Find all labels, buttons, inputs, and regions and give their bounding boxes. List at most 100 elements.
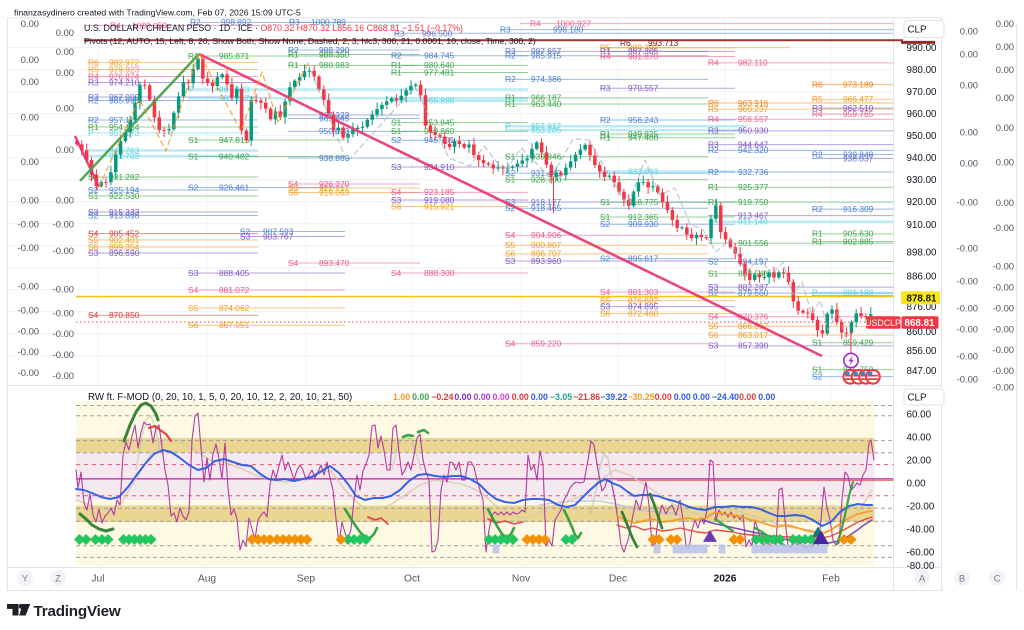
svg-text:942.320: 942.320 <box>738 145 769 155</box>
svg-text:923.185: 923.185 <box>424 187 455 197</box>
svg-text:928.700: 928.700 <box>531 175 562 185</box>
svg-text:899.354: 899.354 <box>109 242 140 252</box>
svg-text:982.972: 982.972 <box>109 57 140 67</box>
svg-text:0.00: 0.00 <box>21 195 39 206</box>
svg-text:S5: S5 <box>708 321 719 331</box>
svg-text:S1: S1 <box>188 151 199 161</box>
svg-text:S5: S5 <box>188 303 199 313</box>
svg-text:R2: R2 <box>600 115 611 125</box>
svg-text:R4: R4 <box>812 109 823 119</box>
svg-text:888.300: 888.300 <box>424 268 455 278</box>
svg-text:901.556: 901.556 <box>738 238 769 248</box>
svg-text:-0.00: -0.00 <box>957 324 978 335</box>
svg-text:−0.24: −0.24 <box>431 392 453 402</box>
svg-text:0.00: 0.00 <box>21 18 39 29</box>
svg-text:-0.00: -0.00 <box>53 308 74 319</box>
svg-text:R1: R1 <box>288 49 299 59</box>
svg-text:859.429: 859.429 <box>843 338 874 348</box>
svg-text:R2: R2 <box>708 145 719 155</box>
svg-text:870.376: 870.376 <box>738 312 769 322</box>
svg-text:872.460: 872.460 <box>628 308 659 318</box>
svg-text:918.465: 918.465 <box>531 203 562 213</box>
svg-text:-0.00: -0.00 <box>993 323 1014 334</box>
svg-text:Aug: Aug <box>198 574 217 585</box>
svg-text:C: C <box>994 573 1001 584</box>
svg-text:RW ft. F-MOD (0, 20, 10, 1, 5,: RW ft. F-MOD (0, 20, 10, 1, 5, 0, 20, 10… <box>88 392 352 403</box>
svg-text:Oct: Oct <box>404 574 420 585</box>
svg-text:R2: R2 <box>288 45 299 55</box>
svg-text:S2: S2 <box>600 254 611 264</box>
svg-text:0.00: 0.00 <box>960 49 978 60</box>
svg-text:0.00: 0.00 <box>454 392 471 402</box>
svg-text:957.111: 957.111 <box>109 115 138 125</box>
svg-text:CLP: CLP <box>907 392 927 403</box>
svg-text:953.845: 953.845 <box>424 117 455 127</box>
svg-text:1000.927: 1000.927 <box>556 19 591 29</box>
svg-text:970.00: 970.00 <box>907 87 938 98</box>
svg-text:R1: R1 <box>391 60 402 70</box>
svg-text:S2: S2 <box>240 226 251 236</box>
svg-text:B: B <box>959 573 965 584</box>
svg-text:938.869: 938.869 <box>319 153 350 163</box>
svg-text:R4: R4 <box>110 21 121 31</box>
svg-text:945.763: 945.763 <box>109 145 140 155</box>
svg-text:S6: S6 <box>505 249 516 259</box>
svg-text:953.205: 953.205 <box>531 125 562 135</box>
svg-text:S5: S5 <box>505 240 516 250</box>
svg-text:R3: R3 <box>289 17 300 27</box>
svg-text:R2: R2 <box>708 167 719 177</box>
svg-text:874.062: 874.062 <box>219 303 250 313</box>
svg-text:913.898: 913.898 <box>109 210 140 220</box>
svg-text:967.009: 967.009 <box>109 92 140 102</box>
svg-text:S2: S2 <box>188 182 199 192</box>
svg-text:919.080: 919.080 <box>424 195 455 205</box>
svg-text:R4: R4 <box>530 19 541 29</box>
svg-text:−21.86: −21.86 <box>573 392 600 402</box>
svg-text:0.00: 0.00 <box>758 392 775 402</box>
svg-text:930.00: 930.00 <box>907 175 938 186</box>
svg-text:S4: S4 <box>88 228 99 238</box>
svg-text:984.745: 984.745 <box>424 51 455 61</box>
svg-text:947.400: 947.400 <box>628 133 659 143</box>
svg-text:R4: R4 <box>708 114 719 124</box>
svg-text:R2: R2 <box>812 149 823 159</box>
svg-text:R2: R2 <box>812 204 823 214</box>
svg-text:S1: S1 <box>391 117 402 127</box>
svg-text:R1: R1 <box>812 236 823 246</box>
svg-text:-0.00: -0.00 <box>957 243 978 254</box>
svg-text:R2: R2 <box>391 51 402 61</box>
svg-text:898.00: 898.00 <box>907 247 938 258</box>
svg-text:912.365: 912.365 <box>628 212 659 222</box>
svg-text:0.00: 0.00 <box>996 122 1014 133</box>
svg-text:S1: S1 <box>188 135 199 145</box>
svg-text:974.386: 974.386 <box>531 74 562 84</box>
svg-text:0.00: 0.00 <box>493 392 510 402</box>
svg-text:0.00: 0.00 <box>996 18 1014 29</box>
svg-text:943.703: 943.703 <box>109 151 140 161</box>
svg-text:940.00: 940.00 <box>907 153 938 164</box>
svg-text:finanzasydinero created with T: finanzasydinero created with TradingView… <box>14 7 301 17</box>
svg-text:-0.00: -0.00 <box>957 351 978 362</box>
svg-text:985.915: 985.915 <box>531 51 562 61</box>
svg-text:947.815: 947.815 <box>219 135 250 145</box>
svg-text:847.00: 847.00 <box>907 366 938 377</box>
svg-text:-0.00: -0.00 <box>18 305 39 316</box>
svg-text:965.993: 965.993 <box>109 95 140 105</box>
svg-text:R5: R5 <box>88 64 99 74</box>
svg-text:S4: S4 <box>188 285 199 295</box>
svg-text:-0.00: -0.00 <box>957 374 978 385</box>
svg-text:S3: S3 <box>188 268 199 278</box>
svg-text:0.00: 0.00 <box>907 479 927 490</box>
svg-text:S4: S4 <box>505 339 516 349</box>
svg-text:S3: S3 <box>391 195 402 205</box>
svg-text:R6: R6 <box>88 57 99 67</box>
svg-text:0.00: 0.00 <box>21 54 39 65</box>
svg-text:886.188: 886.188 <box>843 288 874 298</box>
svg-text:TradingView: TradingView <box>34 603 121 620</box>
svg-text:876.00: 876.00 <box>907 302 938 313</box>
svg-text:R1: R1 <box>600 46 611 56</box>
svg-text:882.287: 882.287 <box>738 282 769 292</box>
svg-text:S4: S4 <box>505 230 516 240</box>
svg-text:980.983: 980.983 <box>319 60 350 70</box>
svg-text:0.00: 0.00 <box>996 92 1014 103</box>
